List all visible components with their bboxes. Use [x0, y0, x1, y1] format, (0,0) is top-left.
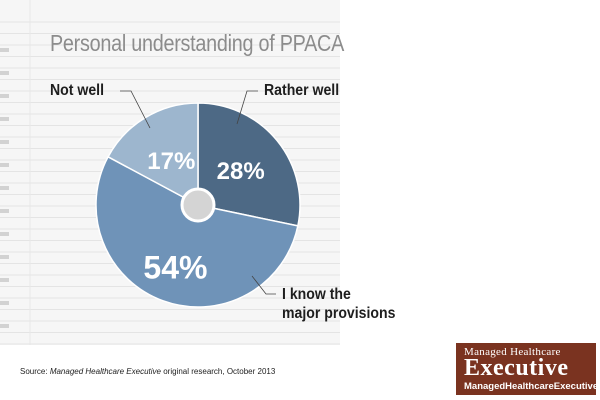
paper-torn-edge	[0, 117, 9, 121]
paper-torn-edge	[0, 209, 9, 213]
paper-torn-edge	[0, 48, 9, 52]
paper-torn-edge	[0, 163, 9, 167]
leader-rather-well	[236, 90, 258, 125]
label-major-provisions-line2: major provisions	[282, 305, 396, 322]
paper-torn-edge	[0, 94, 9, 98]
value-label-rather-well: 28%	[217, 158, 265, 185]
paper-torn-edge	[0, 140, 9, 144]
leader-major-provisions	[251, 275, 276, 295]
label-not-well: Not well	[50, 82, 104, 99]
slice-not-well	[107, 102, 199, 207]
logo-line2: Executive	[464, 355, 569, 381]
paper-torn-edge	[0, 324, 9, 328]
slice-rather-well	[197, 102, 301, 227]
paper-torn-edge	[0, 232, 9, 236]
slice-major-provisions	[95, 155, 299, 308]
label-rather-well: Rather well	[264, 82, 340, 99]
pie-center-dot	[180, 187, 216, 223]
value-label-not-well: 17%	[147, 148, 195, 175]
leader-not-well	[120, 90, 151, 129]
source-suffix: original research, October 2013	[163, 367, 276, 376]
value-label-major-provisions: 54%	[143, 250, 207, 286]
chart-title: Personal understanding of PPACA	[50, 30, 345, 56]
paper-torn-edge	[0, 301, 9, 305]
paper-torn-edge	[0, 71, 9, 75]
publisher-logo: Managed Healthcare Executive ManagedHeal…	[456, 343, 600, 395]
paper-torn-edge	[0, 278, 9, 282]
paper-torn-edge	[0, 186, 9, 190]
source-prefix: Source:	[20, 367, 48, 376]
paper-torn-edge	[0, 255, 9, 259]
label-major-provisions-line1: I know the	[282, 286, 351, 303]
logo-url: ManagedHealthcareExecutive.com	[464, 381, 600, 392]
label-major-provisions: I know the major provisions	[282, 285, 395, 323]
source-note: Source: Managed Healthcare Executive ori…	[20, 367, 275, 376]
source-publication: Managed Healthcare Executive	[49, 367, 161, 376]
logo-line1: Managed Healthcare	[464, 346, 561, 358]
